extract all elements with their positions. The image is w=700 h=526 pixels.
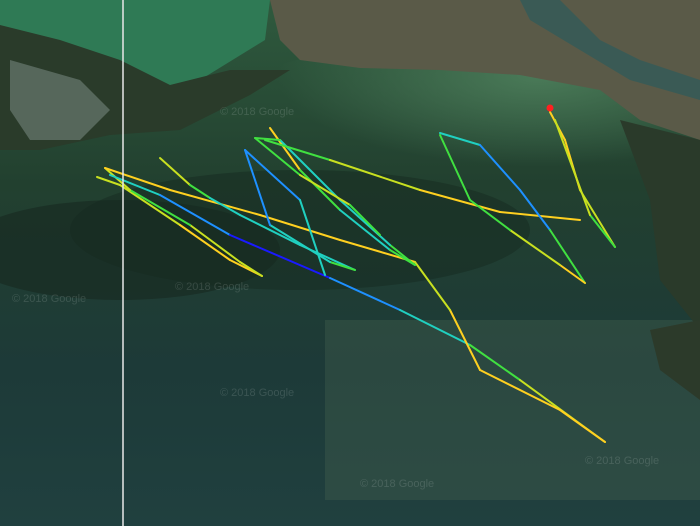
track-segment bbox=[269, 224, 331, 263]
google-watermark: © 2018 Google bbox=[220, 106, 294, 118]
track-segment bbox=[519, 189, 551, 231]
track-segment bbox=[189, 224, 241, 263]
headland bbox=[650, 320, 700, 400]
track-segment bbox=[264, 139, 331, 161]
track-segment bbox=[469, 199, 511, 231]
google-watermark: © 2018 Google bbox=[585, 455, 659, 467]
gps-tracks bbox=[96, 111, 616, 443]
track-segment bbox=[439, 132, 481, 146]
track-segment bbox=[179, 224, 231, 261]
track-segment bbox=[129, 189, 191, 226]
gps-track bbox=[109, 174, 606, 443]
track-segment bbox=[579, 189, 616, 248]
track-segment bbox=[469, 344, 521, 381]
watermarks: © 2018 Google © 2018 Google © 2018 Google ©… bbox=[12, 106, 659, 490]
track-segment bbox=[239, 261, 263, 277]
track-segment bbox=[299, 199, 326, 276]
track-segment bbox=[439, 134, 471, 201]
reef-dark bbox=[70, 170, 530, 290]
track-segment bbox=[554, 119, 591, 216]
track-segment bbox=[159, 194, 231, 236]
track-segment bbox=[479, 144, 521, 191]
track-segment bbox=[104, 167, 171, 191]
track-segment bbox=[399, 309, 471, 346]
track-segment bbox=[414, 261, 451, 311]
salt-flat bbox=[10, 60, 110, 140]
track-segment bbox=[299, 174, 351, 206]
track-segment bbox=[279, 139, 341, 201]
google-watermark: © 2018 Google bbox=[220, 387, 294, 399]
google-watermark: © 2018 Google bbox=[175, 281, 249, 293]
track-segment bbox=[419, 189, 501, 213]
gps-track bbox=[549, 111, 616, 248]
track-segment bbox=[254, 137, 281, 141]
track-segment bbox=[589, 214, 616, 248]
track-segment bbox=[339, 199, 391, 246]
track-segment bbox=[329, 277, 401, 311]
track-segment bbox=[329, 159, 421, 191]
track-segment bbox=[339, 209, 391, 251]
track-segment bbox=[449, 309, 481, 371]
track-segment bbox=[549, 229, 586, 284]
track-segment bbox=[349, 204, 381, 236]
google-watermark: © 2018 Google bbox=[12, 293, 86, 305]
gps-track bbox=[254, 127, 416, 266]
track-segment bbox=[559, 409, 606, 443]
track-segment bbox=[96, 176, 121, 186]
start-marker bbox=[546, 104, 554, 112]
google-watermark: © 2018 Google bbox=[360, 478, 434, 490]
coast-land bbox=[620, 120, 700, 330]
track-segment bbox=[109, 174, 161, 196]
track-segment bbox=[239, 214, 301, 246]
track-segment bbox=[244, 149, 271, 226]
track-segment bbox=[169, 189, 261, 216]
track-segment bbox=[119, 184, 181, 226]
track-segment bbox=[479, 369, 561, 411]
track-segment bbox=[329, 261, 356, 271]
track-segment bbox=[244, 149, 301, 201]
track-segment bbox=[259, 214, 341, 241]
track-segment bbox=[509, 229, 561, 266]
sandbank bbox=[325, 320, 700, 500]
track-segment bbox=[209, 197, 241, 216]
track-segment bbox=[299, 169, 341, 211]
track-segment bbox=[229, 234, 331, 279]
track-segment bbox=[559, 264, 586, 284]
river bbox=[520, 0, 700, 100]
track-segment bbox=[159, 157, 191, 186]
track-segment bbox=[389, 244, 416, 266]
gps-track bbox=[439, 132, 586, 284]
gps-track bbox=[159, 149, 356, 276]
track-segment bbox=[269, 127, 301, 171]
track-segment bbox=[189, 184, 211, 199]
track-segment bbox=[254, 137, 301, 176]
